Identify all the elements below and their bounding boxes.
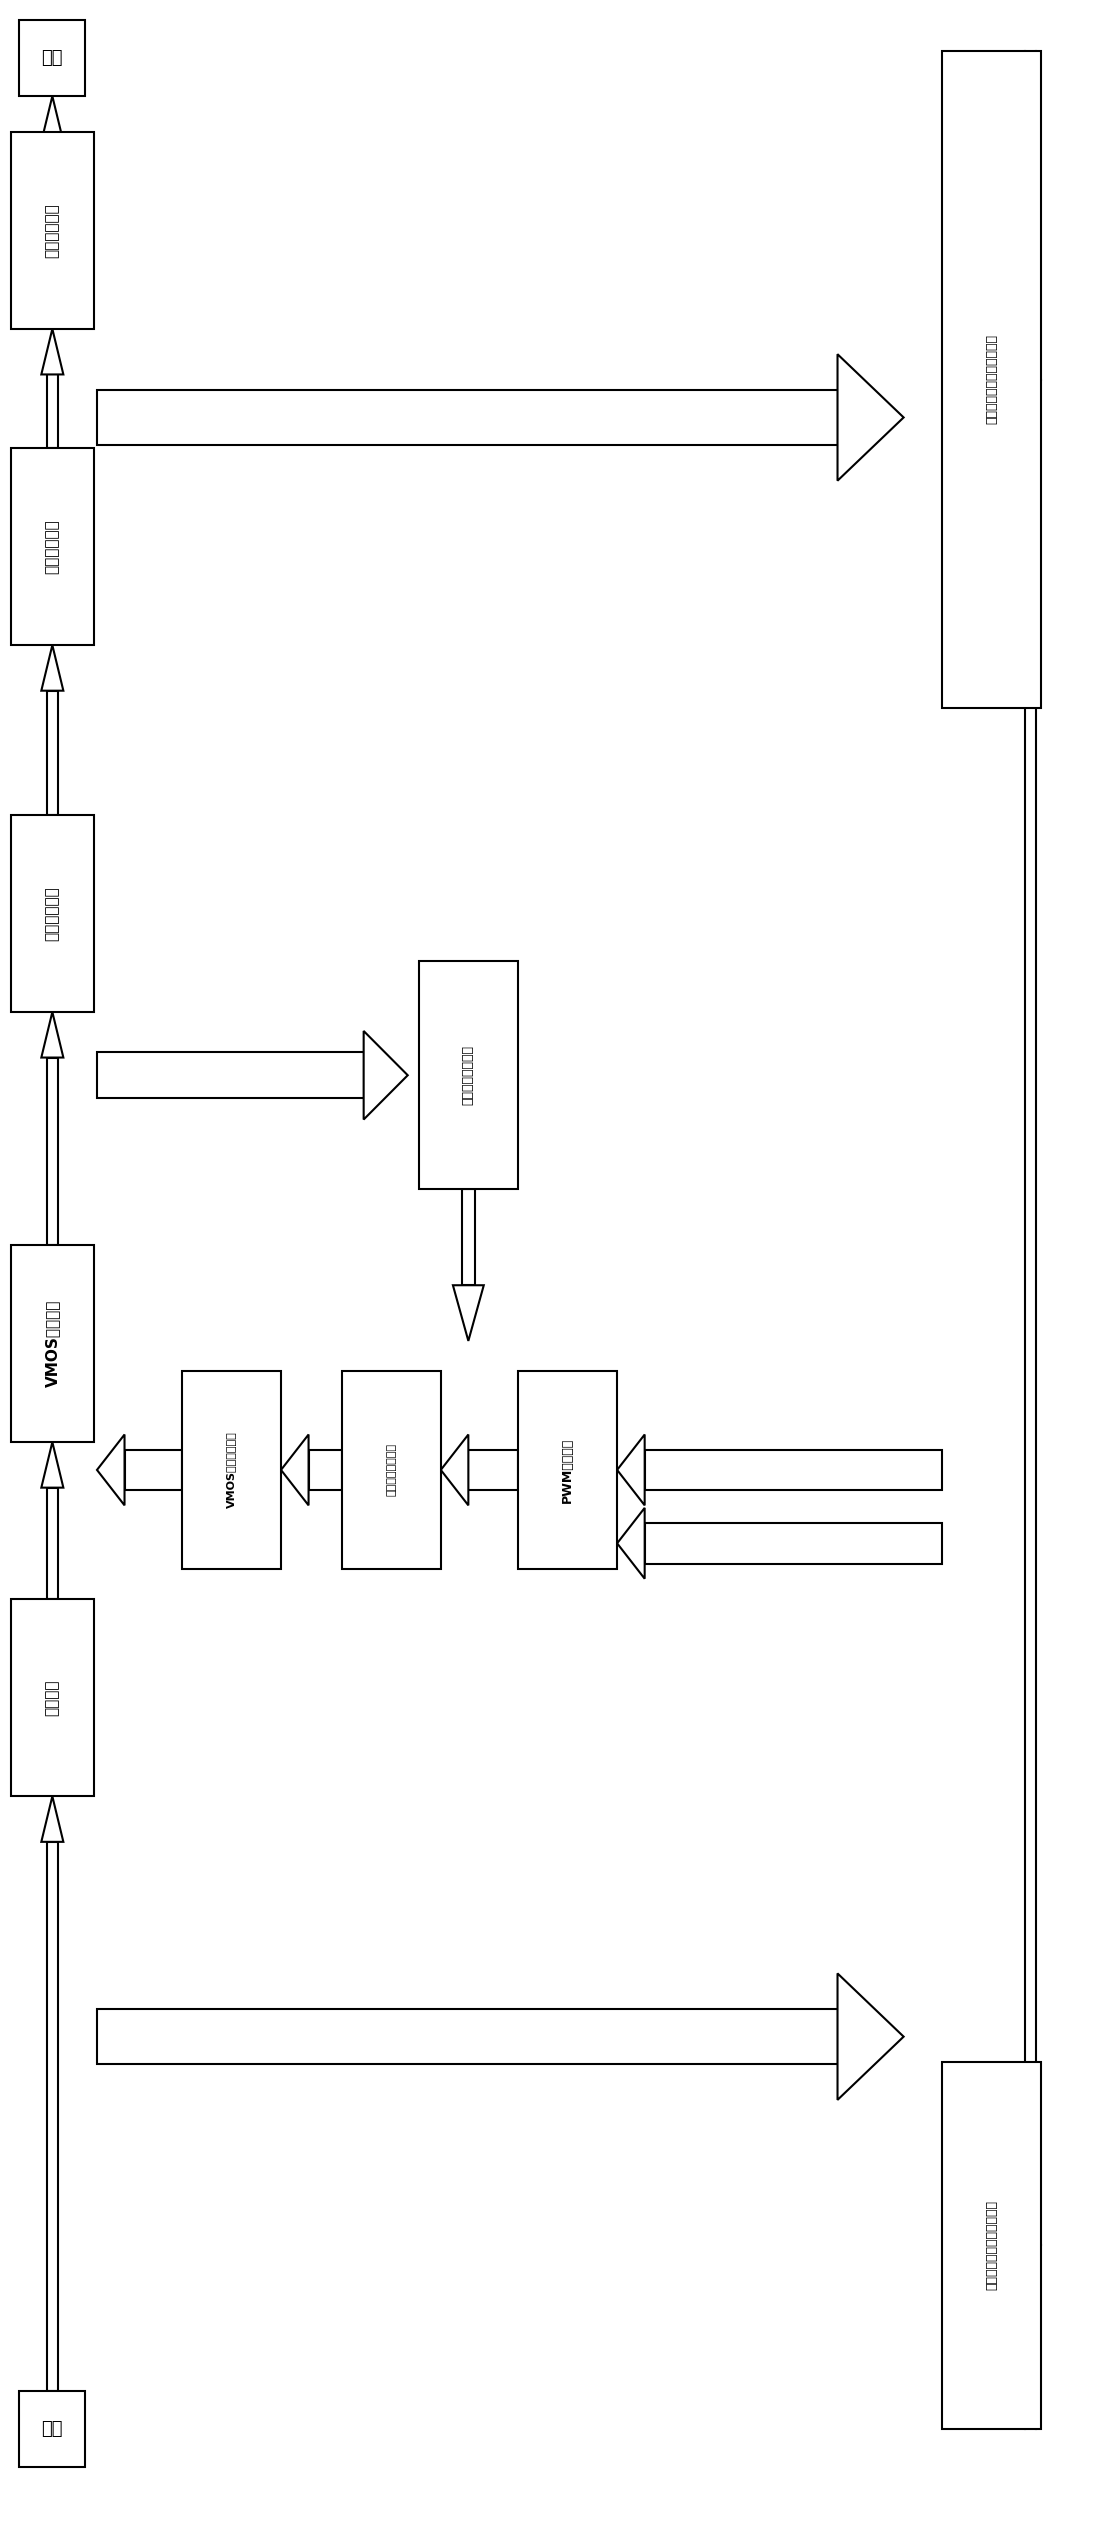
Bar: [419, 961, 518, 1189]
Bar: [11, 815, 94, 1012]
Bar: [462, 1189, 475, 1285]
Polygon shape: [838, 1973, 904, 2100]
Polygon shape: [617, 1435, 645, 1505]
Text: 输入电流检测保护电路调节: 输入电流检测保护电路调节: [985, 2201, 998, 2290]
Polygon shape: [41, 329, 64, 374]
Bar: [11, 448, 94, 645]
Bar: [342, 1371, 441, 1569]
Bar: [46, 132, 58, 142]
Bar: [645, 1450, 942, 1490]
Text: 输入: 输入: [42, 2419, 63, 2439]
Bar: [11, 132, 94, 329]
Text: PWM控制电路: PWM控制电路: [561, 1437, 574, 1503]
Text: 滤波电路: 滤波电路: [45, 1680, 60, 1715]
Text: VMOS开关电路: VMOS开关电路: [45, 1300, 60, 1386]
Polygon shape: [41, 1442, 64, 1488]
Bar: [468, 1450, 518, 1490]
Bar: [182, 1371, 281, 1569]
Polygon shape: [97, 1435, 125, 1505]
Bar: [46, 1488, 58, 1599]
Bar: [46, 374, 58, 448]
Polygon shape: [617, 1508, 645, 1579]
Bar: [97, 1052, 364, 1098]
Bar: [97, 390, 838, 445]
Polygon shape: [281, 1435, 309, 1505]
Bar: [46, 691, 58, 815]
Bar: [19, 20, 86, 96]
Polygon shape: [41, 96, 64, 142]
Bar: [645, 1523, 942, 1564]
Text: 驱动信号合成电路: 驱动信号合成电路: [386, 1445, 397, 1495]
Bar: [46, 1058, 58, 1245]
Bar: [11, 1599, 94, 1796]
Bar: [942, 2062, 1041, 2429]
Polygon shape: [41, 1796, 64, 1842]
Bar: [942, 51, 1041, 708]
Polygon shape: [838, 354, 904, 481]
Polygon shape: [441, 1435, 468, 1505]
Polygon shape: [41, 1012, 64, 1058]
Text: 输入电压检测保护电路调节: 输入电压检测保护电路调节: [985, 334, 998, 425]
Polygon shape: [41, 645, 64, 691]
Bar: [518, 1371, 617, 1569]
Text: 反向限流电路: 反向限流电路: [45, 886, 60, 941]
Text: VMOS开关驱动电路: VMOS开关驱动电路: [226, 1432, 237, 1508]
Text: 储能滤波电路: 储能滤波电路: [45, 519, 60, 574]
Text: 输出: 输出: [42, 48, 63, 68]
Bar: [19, 2391, 86, 2467]
Bar: [11, 1245, 94, 1442]
Text: 输出保护电路: 输出保护电路: [45, 202, 60, 258]
Bar: [125, 1450, 182, 1490]
Bar: [46, 1842, 58, 2391]
Bar: [309, 1450, 342, 1490]
Bar: [97, 2009, 838, 2064]
Polygon shape: [364, 1032, 408, 1118]
Polygon shape: [453, 1285, 484, 1341]
Text: 流水电压采样电路: 流水电压采样电路: [462, 1045, 475, 1106]
